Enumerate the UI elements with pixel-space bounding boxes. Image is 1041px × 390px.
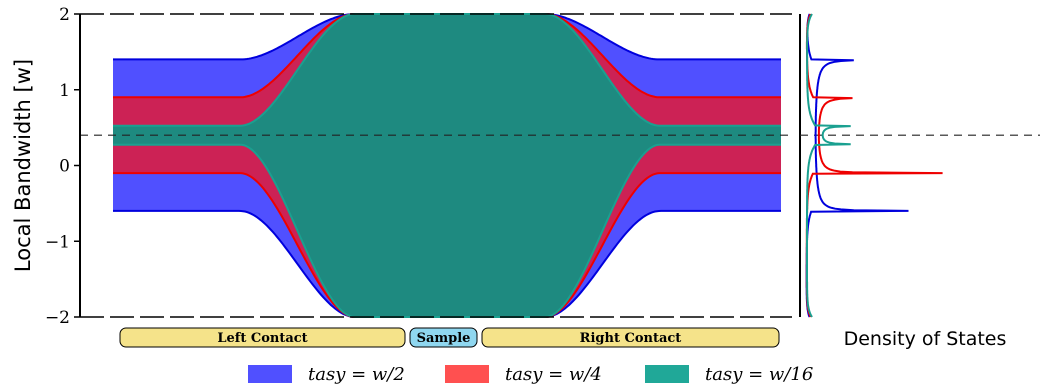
legend-label-3: tasy = w/16 — [705, 364, 813, 385]
region-box-right-contact — [481, 327, 780, 348]
region-label-sample: Sample — [417, 331, 471, 346]
y-tick-label: 2 — [59, 5, 70, 25]
region-labels: Left Contact Sample Right Contact — [119, 327, 780, 348]
y-tick-label: 1 — [59, 81, 70, 101]
legend-swatch-3 — [645, 365, 689, 383]
legend-label-1: tasy = w/2 — [308, 364, 405, 385]
y-tick-label: 0 — [59, 157, 70, 177]
legend: tasy = w/2 tasy = w/4 tasy = w/16 — [248, 364, 813, 385]
legend-swatch-1 — [248, 365, 292, 383]
dos-x-label: Density of States — [844, 328, 1007, 350]
y-axis-label: Local Bandwidth [w] — [11, 59, 35, 272]
dos-curves — [805, 13, 943, 318]
legend-swatch-2 — [445, 365, 489, 383]
dos-curve-1 — [805, 13, 909, 318]
region-box-sample — [409, 327, 478, 348]
dos-plot: Density of States — [799, 13, 1040, 350]
region-label-left-contact: Left Contact — [217, 331, 307, 346]
bandwidth-plot: −2 −1 0 1 2 Local Bandwidth [w] — [11, 5, 792, 328]
dos-curve-3 — [806, 13, 851, 318]
legend-label-2: tasy = w/4 — [505, 364, 602, 385]
region-box-left-contact — [119, 327, 406, 348]
y-tick-label: −2 — [45, 308, 70, 328]
band-areas — [113, 13, 781, 318]
y-axis-ticks: −2 −1 0 1 2 — [45, 5, 80, 328]
y-tick-label: −1 — [45, 232, 70, 252]
region-label-right-contact: Right Contact — [580, 331, 682, 346]
band-area-3 — [113, 14, 781, 317]
